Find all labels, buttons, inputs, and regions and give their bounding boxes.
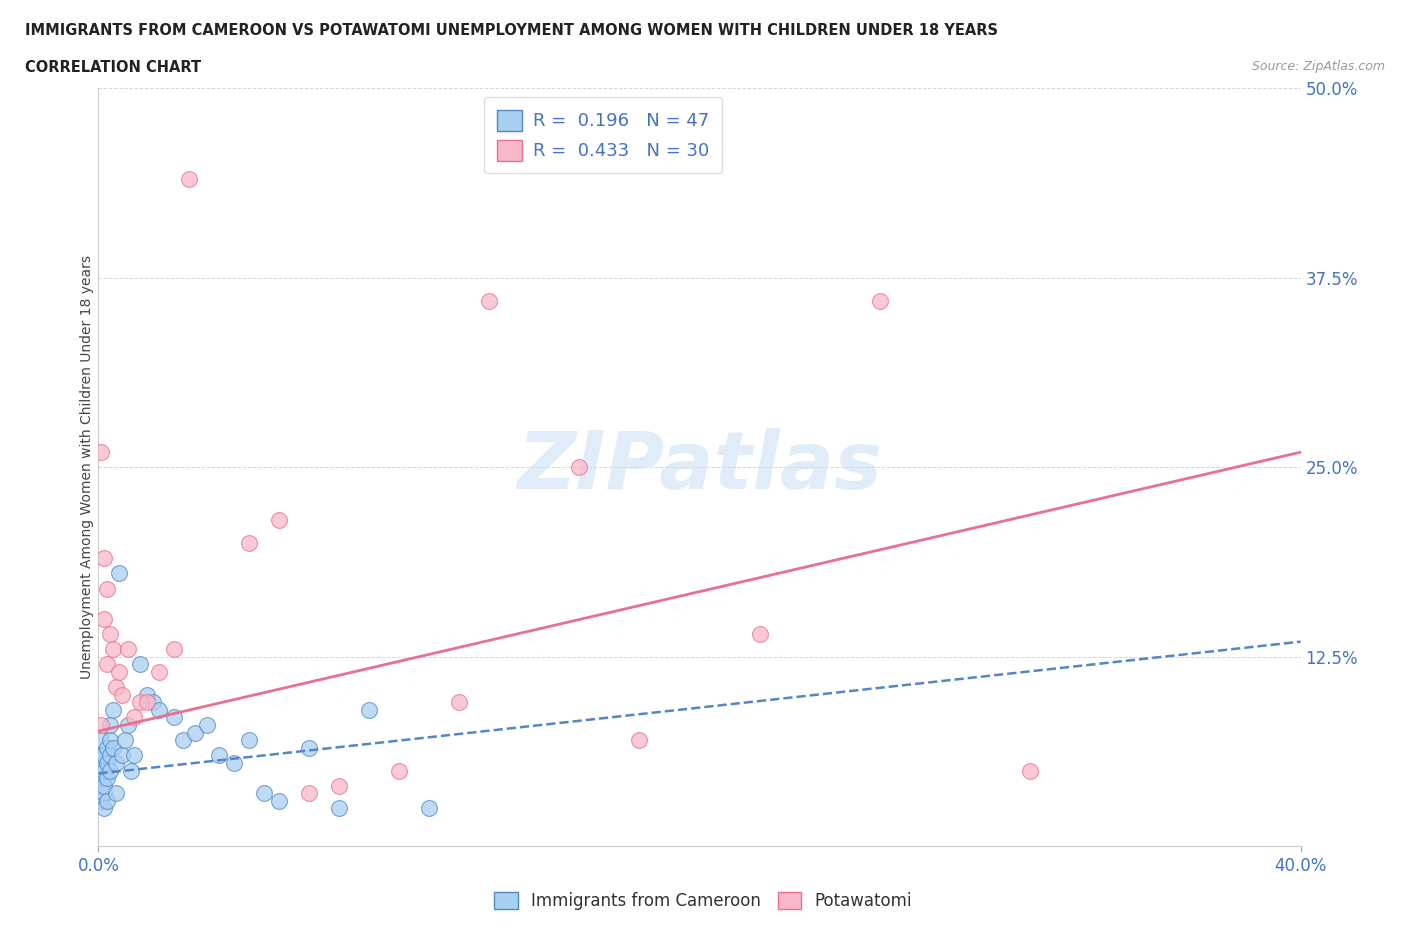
- Point: [177, 172, 200, 187]
- Point: [447, 695, 470, 710]
- Point: [100, 763, 122, 777]
- Point: [1019, 763, 1042, 777]
- Point: [96, 771, 118, 786]
- Point: [90, 733, 112, 748]
- Point: [114, 733, 136, 748]
- Point: [172, 733, 194, 748]
- Point: [105, 755, 128, 770]
- Point: [100, 733, 122, 748]
- Point: [108, 665, 131, 680]
- Point: [222, 755, 245, 770]
- Point: [90, 778, 112, 793]
- Point: [238, 733, 260, 748]
- Point: [253, 786, 276, 801]
- Y-axis label: Unemployment Among Women with Children Under 18 years: Unemployment Among Women with Children U…: [80, 256, 94, 679]
- Point: [135, 695, 157, 710]
- Point: [100, 718, 122, 733]
- Point: [100, 748, 122, 763]
- Point: [418, 801, 440, 816]
- Point: [96, 755, 118, 770]
- Text: ZIPatlas: ZIPatlas: [517, 429, 882, 506]
- Point: [111, 687, 134, 702]
- Point: [90, 763, 112, 777]
- Point: [96, 793, 118, 808]
- Point: [90, 793, 112, 808]
- Point: [628, 733, 651, 748]
- Point: [96, 581, 118, 596]
- Point: [129, 657, 152, 671]
- Point: [100, 627, 122, 642]
- Point: [93, 778, 115, 793]
- Point: [124, 748, 146, 763]
- Text: CORRELATION CHART: CORRELATION CHART: [25, 60, 201, 75]
- Point: [388, 763, 411, 777]
- Text: IMMIGRANTS FROM CAMEROON VS POTAWATOMI UNEMPLOYMENT AMONG WOMEN WITH CHILDREN UN: IMMIGRANTS FROM CAMEROON VS POTAWATOMI U…: [25, 23, 998, 38]
- Point: [124, 710, 146, 724]
- Point: [267, 513, 290, 528]
- Point: [183, 725, 205, 740]
- Point: [93, 786, 115, 801]
- Legend: Immigrants from Cameroon, Potawatomi: Immigrants from Cameroon, Potawatomi: [488, 885, 918, 917]
- Point: [148, 702, 170, 717]
- Point: [298, 740, 321, 755]
- Point: [93, 763, 115, 777]
- Point: [103, 642, 125, 657]
- Point: [90, 755, 112, 770]
- Point: [135, 687, 157, 702]
- Point: [103, 702, 125, 717]
- Text: Source: ZipAtlas.com: Source: ZipAtlas.com: [1251, 60, 1385, 73]
- Point: [96, 740, 118, 755]
- Point: [90, 445, 112, 459]
- Point: [93, 771, 115, 786]
- Legend: R =  0.196   N = 47, R =  0.433   N = 30: R = 0.196 N = 47, R = 0.433 N = 30: [485, 98, 723, 173]
- Point: [108, 566, 131, 581]
- Point: [141, 695, 163, 710]
- Point: [93, 551, 115, 565]
- Point: [357, 702, 380, 717]
- Point: [238, 536, 260, 551]
- Point: [111, 748, 134, 763]
- Point: [117, 718, 139, 733]
- Point: [478, 293, 501, 308]
- Point: [162, 642, 184, 657]
- Point: [267, 793, 290, 808]
- Point: [121, 763, 143, 777]
- Point: [103, 740, 125, 755]
- Point: [748, 627, 770, 642]
- Point: [105, 680, 128, 695]
- Point: [162, 710, 184, 724]
- Point: [208, 748, 231, 763]
- Point: [129, 695, 152, 710]
- Point: [148, 665, 170, 680]
- Point: [96, 657, 118, 671]
- Point: [328, 801, 350, 816]
- Point: [90, 748, 112, 763]
- Point: [568, 460, 591, 475]
- Point: [90, 718, 112, 733]
- Point: [93, 612, 115, 627]
- Point: [105, 786, 128, 801]
- Point: [298, 786, 321, 801]
- Point: [117, 642, 139, 657]
- Point: [93, 748, 115, 763]
- Point: [195, 718, 218, 733]
- Point: [93, 801, 115, 816]
- Point: [869, 293, 891, 308]
- Point: [328, 778, 350, 793]
